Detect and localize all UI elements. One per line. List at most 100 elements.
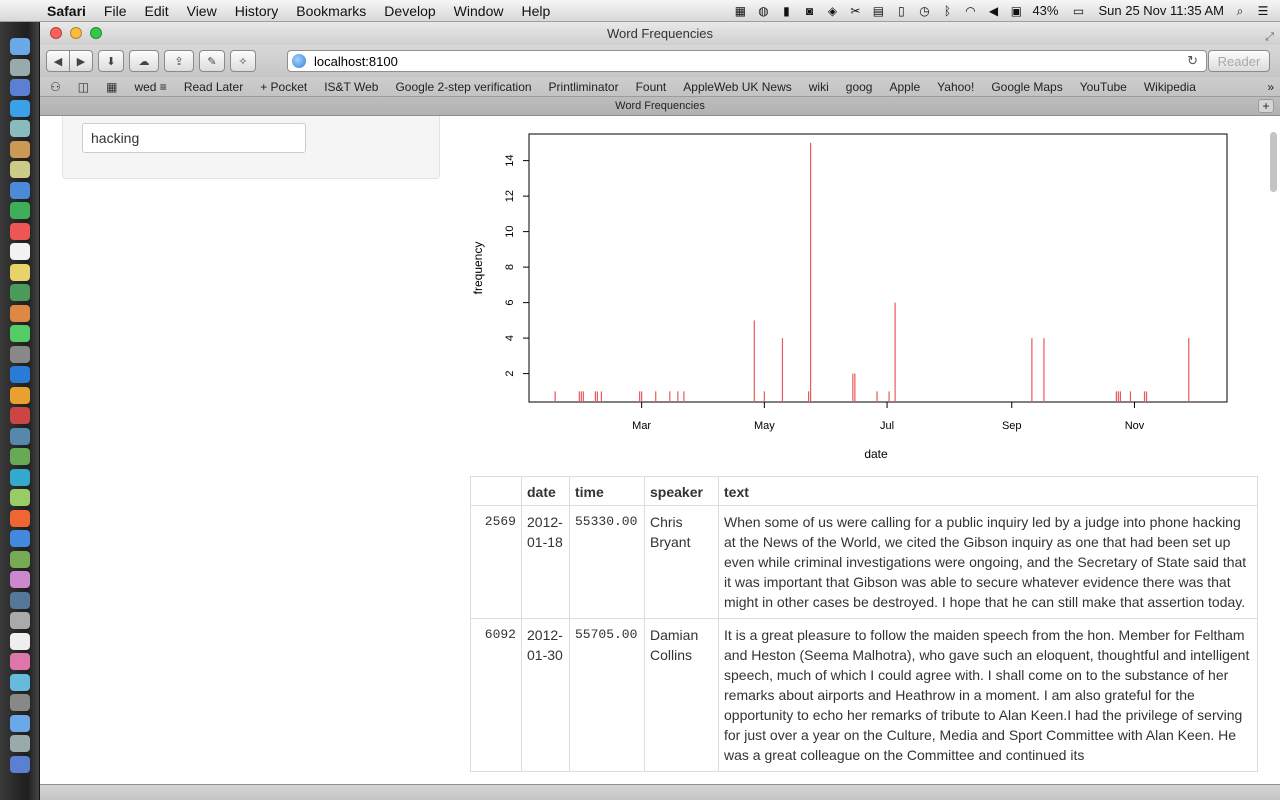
dock-app-icon[interactable]	[10, 673, 30, 691]
dock-app-icon[interactable]	[10, 427, 30, 445]
dock-app-icon[interactable]	[10, 735, 30, 752]
bookmark-item[interactable]: Printliminator	[548, 79, 619, 94]
menu-bookmarks[interactable]: Bookmarks	[296, 2, 367, 19]
column-header-text[interactable]: text	[718, 476, 1258, 506]
bookmark-item[interactable]: Google Maps	[991, 79, 1063, 94]
dock-app-icon[interactable]	[10, 79, 30, 96]
menu-file[interactable]: File	[103, 2, 127, 19]
search-input[interactable]	[82, 123, 306, 153]
dock-app-icon[interactable]	[10, 386, 30, 404]
bookmark-item[interactable]: Yahoo!	[937, 79, 975, 94]
dock-app-icon[interactable]	[10, 58, 30, 76]
dock-app-icon[interactable]	[10, 325, 30, 342]
dock-app-icon[interactable]	[10, 530, 30, 547]
bookmark-item[interactable]: Wikipedia	[1143, 79, 1196, 94]
menu-help[interactable]: Help	[521, 2, 551, 19]
bookmark-item[interactable]: wed ≡	[134, 79, 167, 94]
book-icon[interactable]: ▮	[783, 3, 790, 18]
dock-app-icon[interactable]	[10, 38, 30, 55]
downloads-button[interactable]: ⬇	[98, 50, 124, 72]
menu-view[interactable]: View	[186, 2, 217, 19]
column-header-time[interactable]: time	[569, 476, 645, 506]
address-text[interactable]: localhost:8100	[314, 53, 398, 69]
dock-app-icon[interactable]	[10, 366, 30, 383]
dock-app-icon[interactable]	[10, 202, 30, 219]
reading-list-icon[interactable]: ⚇	[50, 79, 61, 94]
dock-app-icon[interactable]	[10, 161, 30, 178]
dock-app-icon[interactable]	[10, 304, 30, 322]
top-sites-icon[interactable]: ▦	[106, 79, 118, 94]
dock-app-icon[interactable]	[10, 345, 30, 363]
column-header-index[interactable]	[470, 476, 522, 506]
back-button[interactable]: ◀	[46, 50, 70, 72]
dock-app-icon[interactable]	[10, 571, 30, 588]
volume-icon[interactable]: ◀	[988, 3, 999, 18]
dock-app-icon[interactable]	[10, 489, 30, 506]
dock-app-icon[interactable]	[10, 284, 30, 301]
dock-app-icon[interactable]	[10, 632, 30, 650]
bookmark-item[interactable]: + Pocket	[260, 79, 308, 94]
reload-icon[interactable]: ↻	[1187, 53, 1198, 68]
dock-app-icon[interactable]	[10, 714, 30, 732]
dock-app-icon[interactable]	[10, 694, 30, 711]
new-tab-button[interactable]: +	[1258, 99, 1274, 113]
dock-app-icon[interactable]	[10, 612, 30, 629]
bookmark-item[interactable]: YouTube	[1079, 79, 1127, 94]
menu-develop[interactable]: Develop	[384, 2, 436, 19]
column-header-speaker[interactable]: speaker	[644, 476, 719, 506]
menu-edit[interactable]: Edit	[144, 2, 169, 19]
address-bar[interactable]: localhost:8100 ↻	[287, 50, 1207, 72]
dock-app-icon[interactable]	[10, 263, 30, 281]
bookmark-item[interactable]: Apple	[889, 79, 921, 94]
dock-app-icon[interactable]	[10, 407, 30, 424]
scissors-icon[interactable]: ✂	[850, 3, 861, 18]
icloud-tabs-button[interactable]: ☁	[129, 50, 159, 72]
tools-button[interactable]: ✧	[230, 50, 256, 72]
spotlight-search-icon[interactable]: ⌕	[1236, 3, 1244, 18]
dock-app-icon[interactable]	[10, 653, 30, 670]
zoom-window-button[interactable]	[90, 27, 102, 39]
keyboard-icon[interactable]: ▣	[1010, 3, 1023, 18]
bookmark-item[interactable]: AppleWeb UK News	[683, 79, 792, 94]
dock-app-icon[interactable]	[10, 99, 30, 117]
dock-app-icon[interactable]	[10, 550, 30, 568]
wifi-icon[interactable]: ◠	[965, 3, 976, 18]
menu-window[interactable]: Window	[453, 2, 504, 19]
dock-app-icon[interactable]	[10, 591, 30, 609]
dock-app-icon[interactable]	[10, 243, 30, 260]
notification-list-icon[interactable]: ☰	[1257, 3, 1269, 18]
dock-app-icon[interactable]	[10, 448, 30, 465]
dock-app-icon[interactable]	[10, 222, 30, 240]
bookmark-item[interactable]: goog	[845, 79, 873, 94]
bookmark-item[interactable]: Google 2-step verification	[395, 79, 532, 94]
close-window-button[interactable]	[50, 27, 62, 39]
calendar-icon[interactable]: ▦	[734, 3, 747, 18]
share-button[interactable]: ⇪	[164, 50, 194, 72]
reader-button[interactable]: Reader	[1208, 50, 1270, 72]
fullscreen-icon[interactable]: ⤢	[1265, 31, 1274, 43]
battery-icon[interactable]: ▭	[1072, 3, 1085, 18]
evernote-button[interactable]: ✎	[199, 50, 225, 72]
bookmark-item[interactable]: wiki	[808, 79, 829, 94]
dock-app-icon[interactable]	[10, 509, 30, 527]
dock-app-icon[interactable]	[10, 181, 30, 199]
menu-history[interactable]: History	[234, 2, 279, 19]
bookmark-item[interactable]: Read Later	[183, 79, 244, 94]
dock-app-icon[interactable]	[10, 755, 30, 773]
tab-title[interactable]: Word Frequencies	[615, 100, 705, 112]
bookmark-item[interactable]: IS&T Web	[324, 79, 379, 94]
vertical-scrollbar[interactable]	[1270, 132, 1277, 192]
column-header-date[interactable]: date	[521, 476, 570, 506]
dock-app-icon[interactable]	[10, 140, 30, 158]
printer-icon[interactable]: ▤	[872, 3, 885, 18]
evernote-icon[interactable]: ◍	[758, 3, 769, 18]
forward-button[interactable]: ▶	[69, 50, 93, 72]
dock-app-icon[interactable]	[10, 468, 30, 486]
clock[interactable]: Sun 25 Nov 11:35 AM	[1098, 3, 1224, 18]
bookmarks-overflow-icon[interactable]: »	[1267, 79, 1274, 94]
dropbox-icon[interactable]: ◈	[827, 3, 838, 18]
bookmarks-book-icon[interactable]: ◫	[77, 79, 90, 94]
camera-icon[interactable]: ◙	[805, 3, 814, 18]
bluetooth-icon[interactable]: ᛒ	[943, 3, 952, 18]
mobile-icon[interactable]: ▯	[898, 3, 905, 18]
